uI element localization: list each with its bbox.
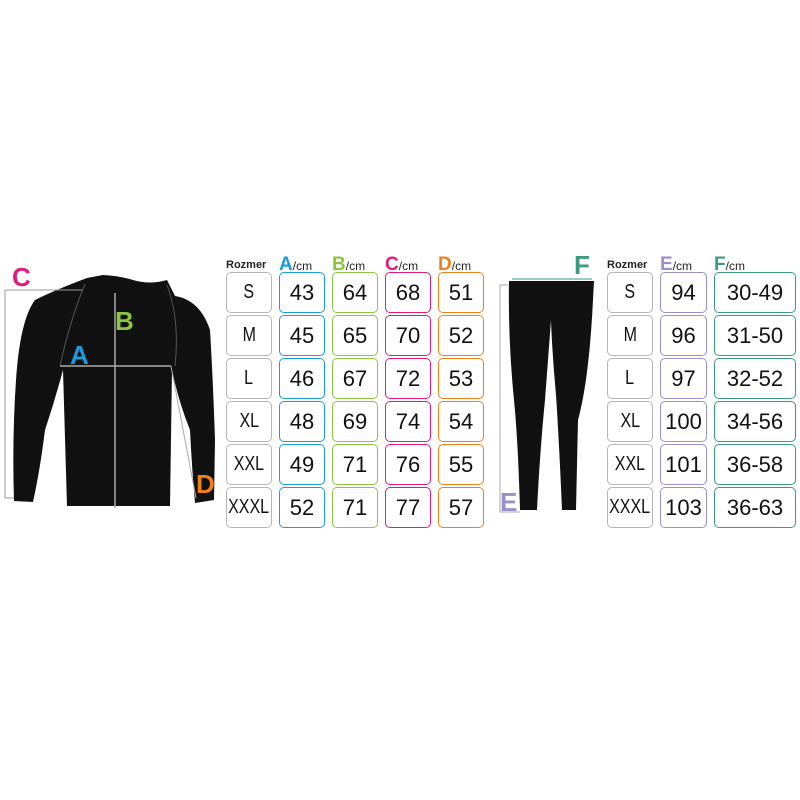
size-label: XXL [233,453,265,475]
column-letter: A [279,254,293,275]
unit: /cm [398,259,419,273]
unit: /cm [292,259,313,273]
label-b: B [115,306,134,336]
size-header: Rozmer [607,259,648,271]
value-cell-c: 72 [385,358,431,399]
size-cell: XXXL [226,487,272,528]
size-cell: XXXL [607,487,653,528]
size-cell: M [226,315,272,356]
size-cell: S [607,272,653,313]
size-cell: XXL [226,444,272,485]
value-cell-b: 71 [332,487,378,528]
value-cell-f: 36-63 [714,487,796,528]
value-cell-c: 76 [385,444,431,485]
size-header: Rozmer [226,259,267,271]
label-e: E [500,487,518,517]
column-letter: D [438,254,452,275]
value-cell-f: 31-50 [714,315,796,356]
label-c: C [12,262,31,292]
value-cell-a: 52 [279,487,325,528]
value-cell-d: 52 [438,315,484,356]
size-cell: XL [226,401,272,442]
size-label: M [242,324,256,346]
size-label: XXXL [609,496,651,518]
size-label: XL [239,410,259,432]
value-cell-b: 71 [332,444,378,485]
shirt-illustration [4,275,216,508]
value-cell-b: 67 [332,358,378,399]
value-cell-d: 53 [438,358,484,399]
value-cell-d: 57 [438,487,484,528]
column-header-c: C/cm [385,254,418,276]
pants-illustration [499,278,594,513]
value-cell-c: 68 [385,272,431,313]
value-cell-c: 77 [385,487,431,528]
column-header-b: B/cm [332,254,365,276]
column-header-d: D/cm [438,254,471,276]
value-cell-a: 49 [279,444,325,485]
value-cell-f: 34-56 [714,401,796,442]
size-cell: L [607,358,653,399]
value-cell-a: 43 [279,272,325,313]
value-cell-f: 36-58 [714,444,796,485]
value-cell-d: 55 [438,444,484,485]
value-cell-c: 70 [385,315,431,356]
value-cell-d: 54 [438,401,484,442]
column-letter: B [332,254,346,275]
value-cell-f: 30-49 [714,272,796,313]
size-label: XXXL [228,496,270,518]
column-header-a: A/cm [279,254,312,276]
label-f: F [574,250,590,280]
unit: /cm [672,259,693,273]
label-d: D [196,469,215,499]
size-label: S [243,281,255,303]
size-label: S [624,281,636,303]
value-cell-b: 65 [332,315,378,356]
value-cell-e: 103 [660,487,707,528]
value-cell-e: 100 [660,401,707,442]
value-cell-b: 69 [332,401,378,442]
value-cell-a: 48 [279,401,325,442]
size-cell: XXL [607,444,653,485]
size-cell: M [607,315,653,356]
size-cell: XL [607,401,653,442]
column-letter: F [714,254,726,275]
c-measure-line [4,289,82,499]
value-cell-f: 32-52 [714,358,796,399]
value-cell-e: 97 [660,358,707,399]
size-label: L [244,367,254,389]
value-cell-d: 51 [438,272,484,313]
unit: /cm [451,259,472,273]
size-label: M [623,324,637,346]
value-cell-b: 64 [332,272,378,313]
value-cell-a: 45 [279,315,325,356]
column-header-e: E/cm [660,254,692,276]
unit: /cm [345,259,366,273]
size-label: L [625,367,635,389]
column-header-f: F/cm [714,254,745,276]
value-cell-e: 96 [660,315,707,356]
value-cell-a: 46 [279,358,325,399]
size-label: XL [620,410,640,432]
label-a: A [70,340,89,370]
column-letter: C [385,254,399,275]
size-label: XXL [614,453,646,475]
size-cell: S [226,272,272,313]
unit: /cm [725,259,745,273]
size-cell: L [226,358,272,399]
column-letter: E [660,254,673,275]
d-measure-line [170,365,197,499]
value-cell-e: 94 [660,272,707,313]
value-cell-c: 74 [385,401,431,442]
value-cell-e: 101 [660,444,707,485]
